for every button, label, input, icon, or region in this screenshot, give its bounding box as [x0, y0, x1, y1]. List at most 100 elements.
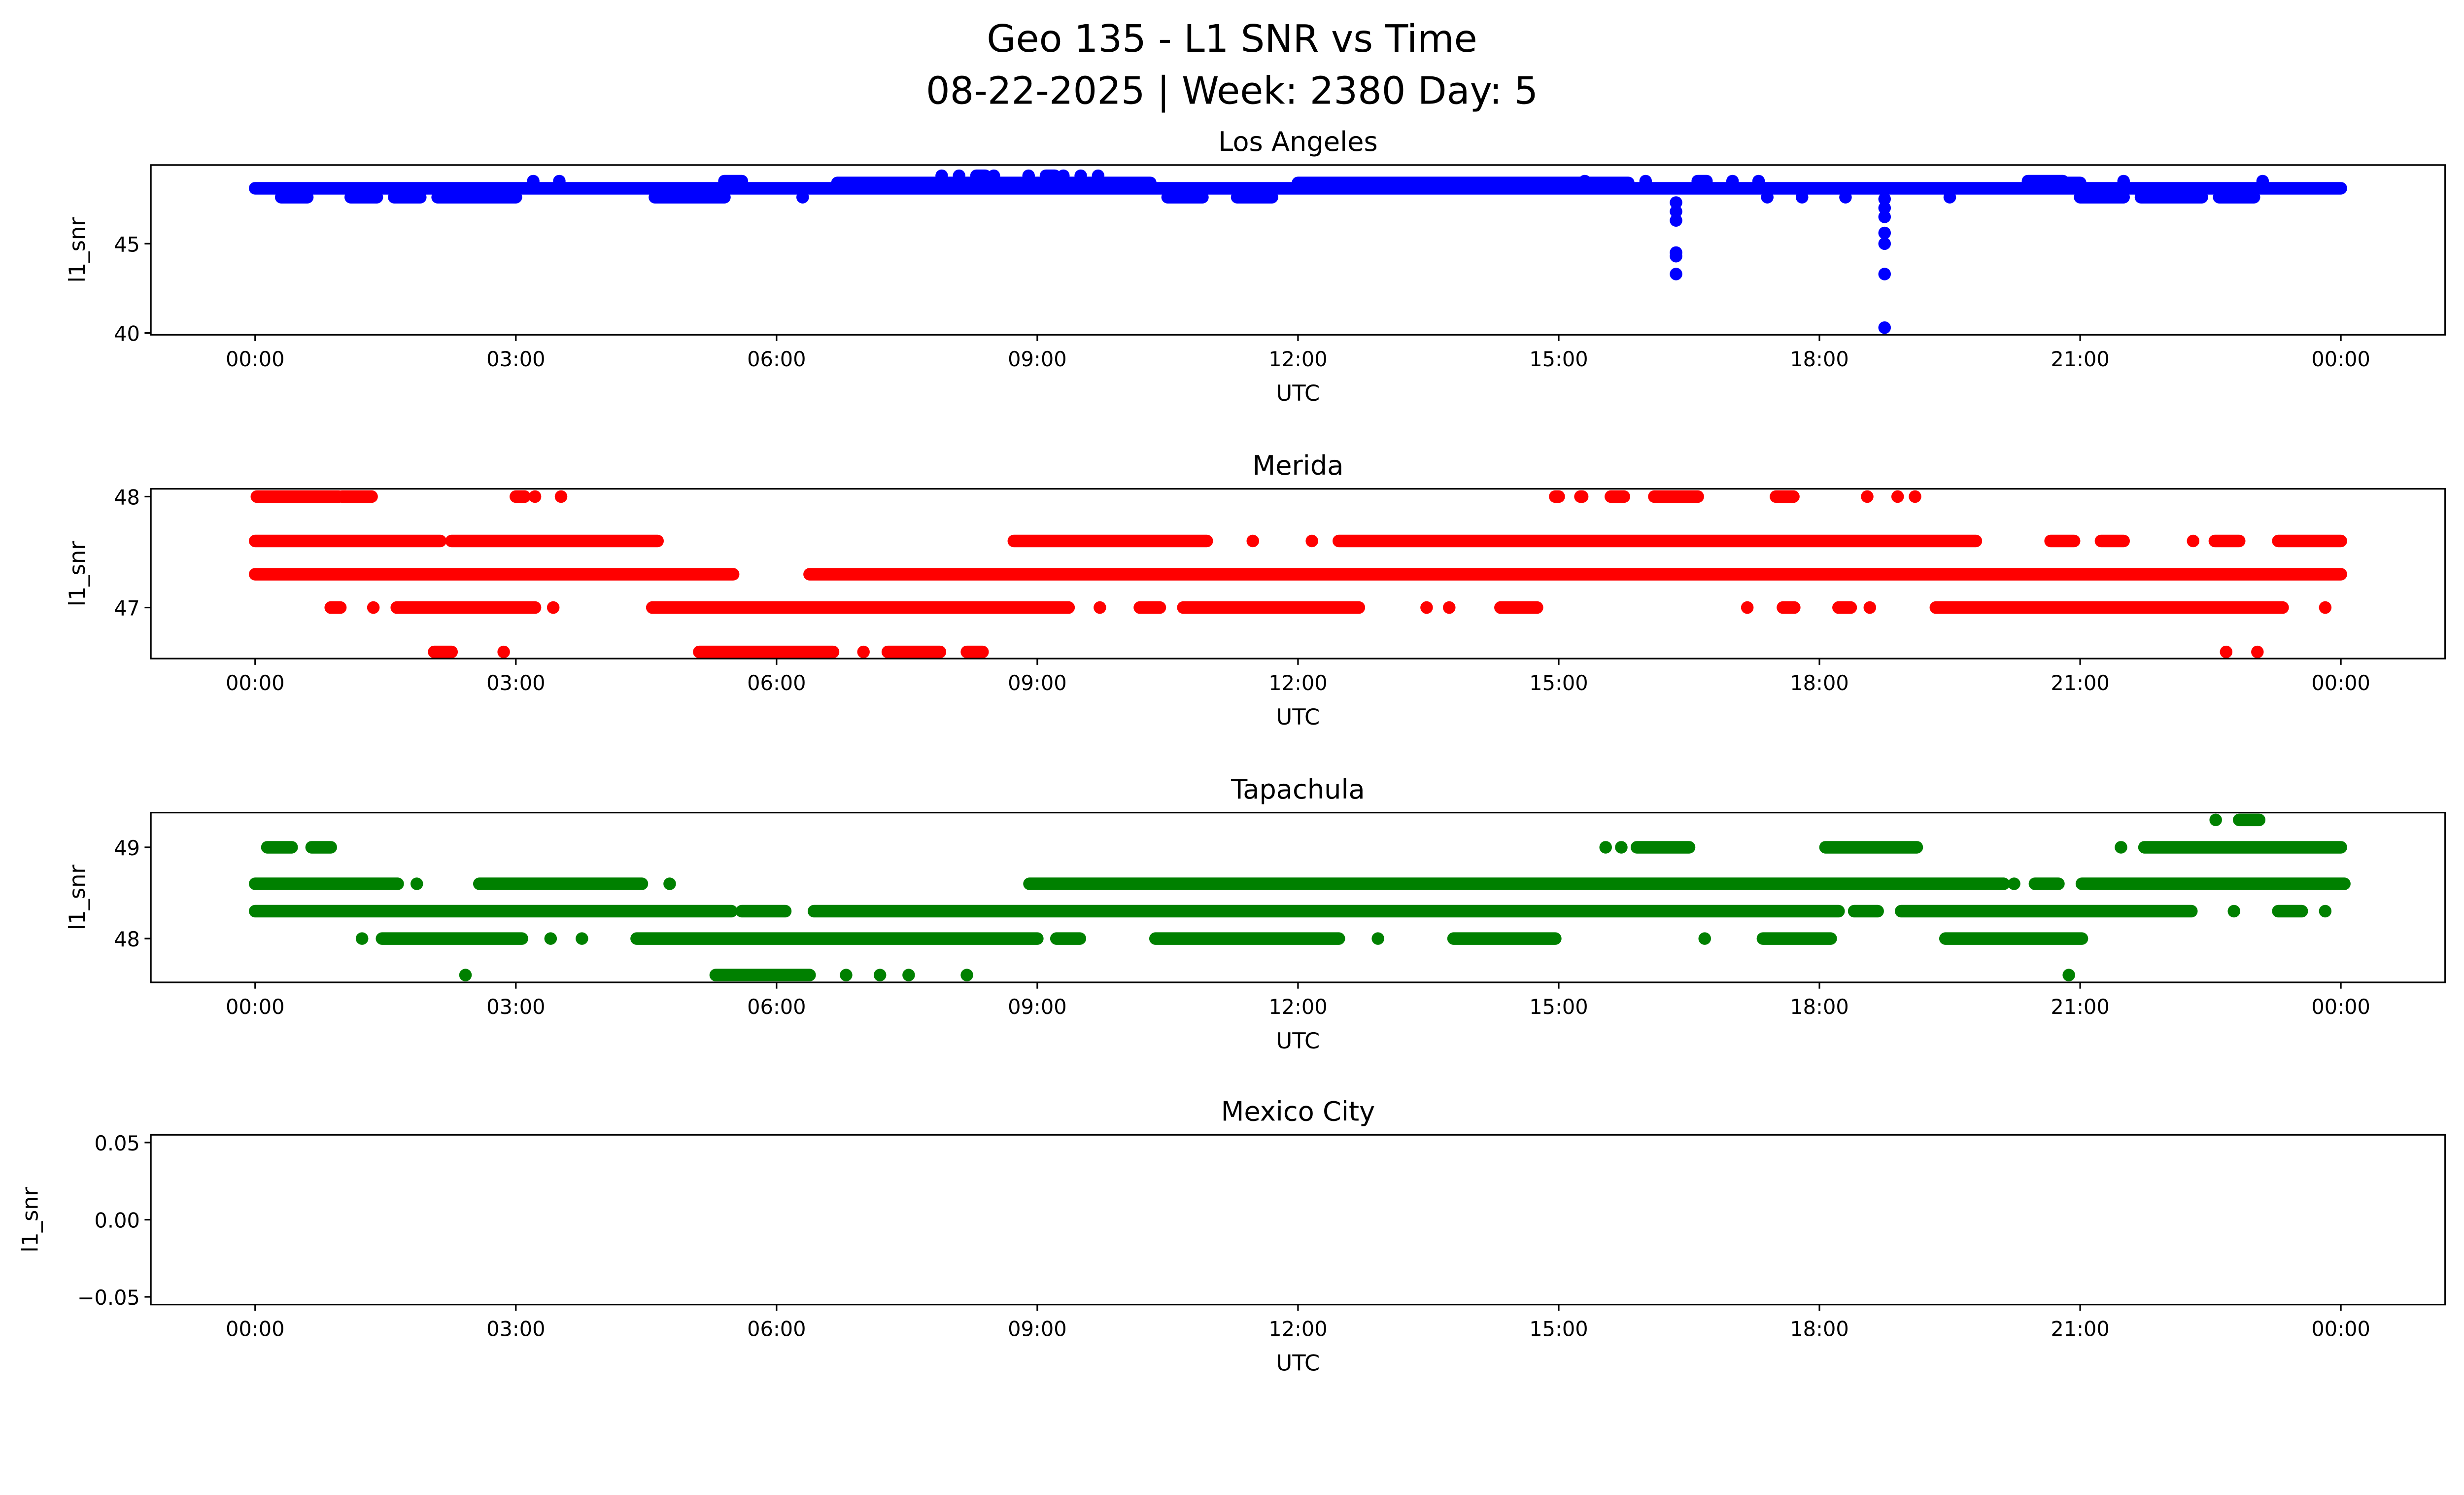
- x-tick-label: 00:00: [2311, 671, 2370, 695]
- data-point-run: [553, 174, 566, 188]
- x-tick-label: 00:00: [226, 348, 284, 371]
- data-point-run: [576, 932, 588, 945]
- data-point-run: [248, 534, 447, 548]
- data-point-run: [336, 490, 378, 503]
- data-point-run: [1050, 932, 1087, 945]
- x-tick-label: 09:00: [1008, 671, 1066, 695]
- y-tick-label: 0.00: [95, 1209, 140, 1232]
- data-point-run: [1895, 904, 2198, 918]
- data-point-run: [2021, 174, 2069, 188]
- data-point-run: [2044, 534, 2081, 548]
- data-point-run: [2213, 191, 2260, 204]
- data-point-run: [250, 490, 345, 503]
- y-axis-label: l1_snr: [65, 217, 90, 283]
- data-point-run: [1878, 268, 1891, 280]
- data-point-run: [428, 645, 458, 659]
- data-point-run: [305, 841, 337, 854]
- data-point-run: [1839, 191, 1852, 204]
- x-tick-label: 15:00: [1529, 995, 1588, 1019]
- data-point-run: [1231, 191, 1278, 204]
- data-point-run: [1447, 932, 1562, 945]
- x-tick-label: 12:00: [1268, 995, 1327, 1019]
- data-point-run: [2208, 534, 2246, 548]
- data-point-run: [1670, 214, 1682, 227]
- data-point-run: [1578, 174, 1591, 188]
- panel-title: Tapachula: [1231, 774, 1365, 805]
- data-point-run: [1861, 490, 1874, 503]
- data-point-run: [803, 568, 2347, 581]
- data-point-run: [1023, 877, 2010, 890]
- data-point-run: [693, 645, 840, 659]
- data-point-run: [544, 932, 557, 945]
- data-point-run: [431, 191, 522, 204]
- data-point-run: [1670, 249, 1682, 263]
- data-point-run: [1691, 174, 1713, 188]
- data-point-run: [1770, 490, 1800, 503]
- data-point-run: [1092, 169, 1105, 182]
- data-point-run: [547, 601, 560, 614]
- y-tick-label: 45: [114, 233, 140, 256]
- data-point-run: [2209, 813, 2222, 827]
- data-point-run: [2233, 813, 2266, 827]
- data-point-run: [1057, 169, 1070, 182]
- data-point-run: [528, 490, 542, 503]
- x-tick-label: 06:00: [747, 348, 806, 371]
- data-point-run: [2272, 904, 2308, 918]
- data-point-run: [1333, 534, 1983, 548]
- x-tick-label: 06:00: [747, 671, 806, 695]
- x-tick-label: 21:00: [2051, 995, 2109, 1019]
- data-point-run: [935, 169, 948, 182]
- panel-los-angeles: Los Angeles 00:00 03:00 06:00 09:00 12:00 15:0…: [65, 126, 2446, 406]
- data-point-run: [2251, 645, 2264, 659]
- x-tick-label: 21:00: [2051, 1317, 2109, 1341]
- data-point-run: [646, 601, 1075, 614]
- figure-subtitle: 08-22-2025 | Week: 2380 Day: 5: [926, 69, 1538, 113]
- data-point-run: [1939, 932, 2088, 945]
- data-point-run: [960, 645, 989, 659]
- data-point-run: [1177, 601, 1366, 614]
- data-point-run: [2008, 877, 2020, 890]
- data-point-run: [390, 601, 542, 614]
- panel-mexico-city: Mexico City 00:00 03:00 06:00 09:00 12:00 15:0…: [18, 1096, 2446, 1376]
- data-point-run: [718, 174, 749, 188]
- data-point-run: [367, 601, 380, 614]
- data-point-run: [1549, 490, 1565, 503]
- data-point-run: [2094, 534, 2130, 548]
- data-point-run: [1670, 205, 1682, 218]
- data-point-run: [960, 969, 973, 981]
- data-point-run: [1756, 932, 1837, 945]
- x-tick-label: 00:00: [226, 1317, 284, 1341]
- data-point-run: [2075, 877, 2351, 890]
- data-point-run: [1878, 226, 1891, 240]
- data-point-run: [510, 490, 531, 503]
- data-point-run: [1909, 490, 1921, 503]
- x-tick-label: 03:00: [486, 671, 545, 695]
- x-tick-label: 00:00: [2311, 1317, 2370, 1341]
- y-axis-label: l1_snr: [18, 1186, 43, 1252]
- data-point-run: [970, 169, 992, 182]
- data-point-run: [649, 191, 731, 204]
- data-point-run: [1878, 210, 1891, 223]
- x-tick-label: 09:00: [1008, 348, 1066, 371]
- data-point-run: [1943, 191, 1956, 204]
- data-point-run: [735, 904, 792, 918]
- data-point-run: [1670, 196, 1682, 209]
- data-point-run: [1777, 601, 1801, 614]
- x-tick-label: 12:00: [1268, 1317, 1327, 1341]
- data-point-run: [1878, 202, 1891, 214]
- data-point-run: [807, 904, 1845, 918]
- x-axis-label: UTC: [1276, 1351, 1320, 1376]
- data-point-run: [2272, 534, 2347, 548]
- data-point-run: [2256, 174, 2269, 188]
- data-point-run: [1574, 490, 1589, 503]
- y-tick-label: 40: [114, 322, 140, 346]
- data-point-run: [1929, 601, 2289, 614]
- x-tick-label: 00:00: [226, 995, 284, 1019]
- data-point-run: [411, 877, 423, 890]
- x-tick-label: 03:00: [486, 348, 545, 371]
- data-points: [248, 169, 2347, 334]
- data-point-run: [881, 645, 947, 659]
- data-point-run: [324, 601, 347, 614]
- data-point-run: [1305, 534, 1318, 548]
- x-tick-label: 06:00: [747, 1317, 806, 1341]
